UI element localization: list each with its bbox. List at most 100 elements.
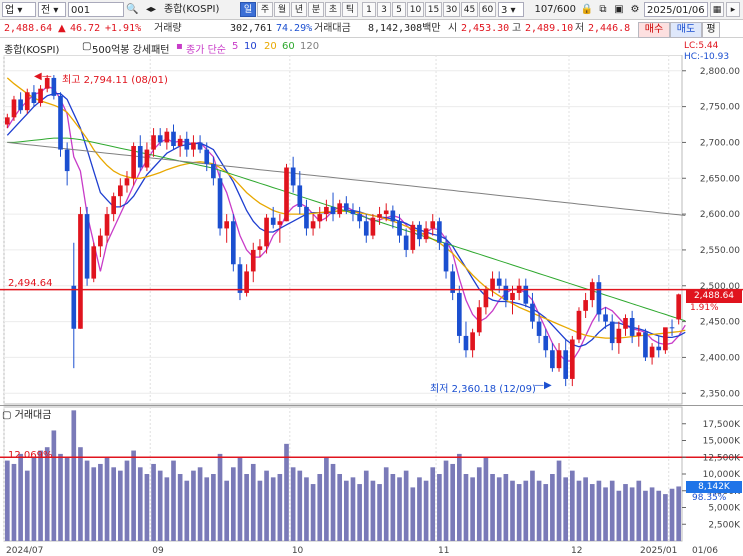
candle-body (363, 221, 369, 236)
ma-label[interactable]: 종가 단순 (186, 45, 226, 56)
copy-icon[interactable]: ⧉ (599, 4, 607, 15)
low-label: 저 (575, 23, 585, 34)
candle-body (563, 350, 569, 379)
date-input[interactable]: 2025/01/06 (644, 2, 708, 17)
volume-y-tick-label: 15,000K (703, 437, 741, 447)
volume-bar (31, 457, 37, 541)
candle-body (270, 217, 276, 225)
exchange-select[interactable]: 전 ▾ (38, 2, 66, 17)
volume-bar (430, 467, 436, 541)
interval-value: 3 (501, 5, 508, 16)
candle-body (211, 163, 216, 179)
quote-bar: 2,488.64 ▲ 46.72 +1.91% 거래량 302,761 74.2… (0, 20, 743, 38)
volume-bar (44, 447, 50, 541)
period-tick[interactable]: 틱 (342, 2, 358, 17)
candle-body (204, 149, 210, 164)
interval-15[interactable]: 15 (425, 2, 442, 17)
candle-body (217, 178, 223, 229)
x-tick-label: 12 (571, 546, 582, 556)
period-second[interactable]: 초 (325, 2, 341, 17)
gear-icon[interactable]: ⚙ (630, 4, 640, 15)
market-select[interactable]: 업 ▾ (2, 2, 36, 17)
volume-bar (38, 450, 43, 541)
candle-body (550, 350, 555, 369)
period-year[interactable]: 년 (291, 2, 307, 17)
arrow-icon[interactable]: ▸ (726, 2, 740, 17)
lock-icon[interactable]: 🔒 (580, 4, 594, 15)
candle-body (297, 185, 303, 207)
candle-body (197, 142, 203, 150)
volume-bar (483, 457, 489, 541)
volume-bar (550, 474, 555, 541)
code-input[interactable]: 001 (68, 2, 124, 17)
interval-60[interactable]: 60 (479, 2, 496, 17)
candle-body (616, 328, 622, 344)
hc-label: HC:-10.93 (684, 52, 730, 62)
period-week[interactable]: 주 (257, 2, 273, 17)
exchange-value: 전 (41, 5, 51, 16)
search-icon[interactable]: 🔍 (126, 4, 139, 15)
low-value: 2,446.8 (588, 23, 631, 34)
pattern-label[interactable]: 500억봉 강세패턴 (92, 45, 170, 56)
interval-30[interactable]: 30 (443, 2, 460, 17)
candle-body (310, 221, 316, 229)
volume-panel-icon: ▢ (2, 410, 15, 421)
period-month[interactable]: 월 (274, 2, 290, 17)
candle-body (131, 146, 136, 179)
interval-1[interactable]: 1 (362, 2, 376, 17)
volume-bar (184, 480, 190, 541)
save-icon[interactable]: ▣ (614, 4, 624, 15)
interval-select[interactable]: 3 ▾ (498, 2, 524, 17)
volume-bar (583, 477, 588, 541)
volume-bar (104, 457, 110, 541)
volume-bar (217, 453, 223, 541)
buy-button[interactable]: 매수 (638, 22, 670, 38)
volume-bar (603, 487, 608, 541)
lc-label: LC:5.44 (684, 41, 719, 51)
prev-next-icon[interactable]: ◂▸ (145, 4, 157, 15)
ma-settings-icon[interactable]: ▪ (176, 41, 183, 52)
volume-bar (330, 463, 336, 541)
candle-body (44, 77, 50, 89)
volume-bar (589, 484, 595, 541)
volume-bar (563, 477, 569, 541)
candle-body (357, 214, 362, 222)
calendar-icon[interactable]: ▦ (710, 2, 724, 17)
y-tick-label: 2,800.00 (700, 67, 740, 77)
candle-body (51, 77, 57, 96)
candle-body (117, 185, 123, 197)
eval-button[interactable]: 평 (702, 22, 720, 38)
price-chart[interactable]: 2,800.00 2,750.00 2,700.00 2,650.00 2,600.00… (0, 55, 743, 556)
candle-body (191, 142, 196, 150)
volume-bar (516, 484, 522, 541)
candle-body (144, 149, 150, 168)
candle-body (4, 117, 10, 125)
volume-bar (257, 480, 263, 541)
candle-body (71, 285, 77, 329)
interval-3[interactable]: 3 (377, 2, 391, 17)
candle-body (250, 249, 256, 272)
volume-bar (337, 474, 343, 541)
x-tick-label: 2024/07 (6, 546, 43, 556)
volume-reference-label: 12.069% (8, 450, 53, 461)
volume-bar (390, 474, 396, 541)
candle-body (277, 221, 283, 225)
candle-body (151, 135, 156, 150)
interval-45[interactable]: 45 (461, 2, 478, 17)
period-day[interactable]: 일 (240, 2, 256, 17)
volume-bar (58, 453, 63, 541)
interval-10[interactable]: 10 (407, 2, 424, 17)
period-minute[interactable]: 분 (308, 2, 324, 17)
candle-body (264, 217, 269, 247)
interval-5[interactable]: 5 (392, 2, 406, 17)
sell-button[interactable]: 매도 (670, 22, 702, 38)
volume-bar (490, 474, 495, 541)
price-axis: 2,800.00 2,750.00 2,700.00 2,650.00 2,600.00… (682, 67, 740, 399)
volume-bar (343, 480, 349, 541)
volume-bar (523, 480, 529, 541)
volume-bar (643, 490, 648, 541)
candle-body (157, 135, 163, 143)
candle-body (330, 206, 336, 215)
candle-body (430, 221, 436, 229)
reference-price-label: 2,494.64 (8, 278, 53, 289)
